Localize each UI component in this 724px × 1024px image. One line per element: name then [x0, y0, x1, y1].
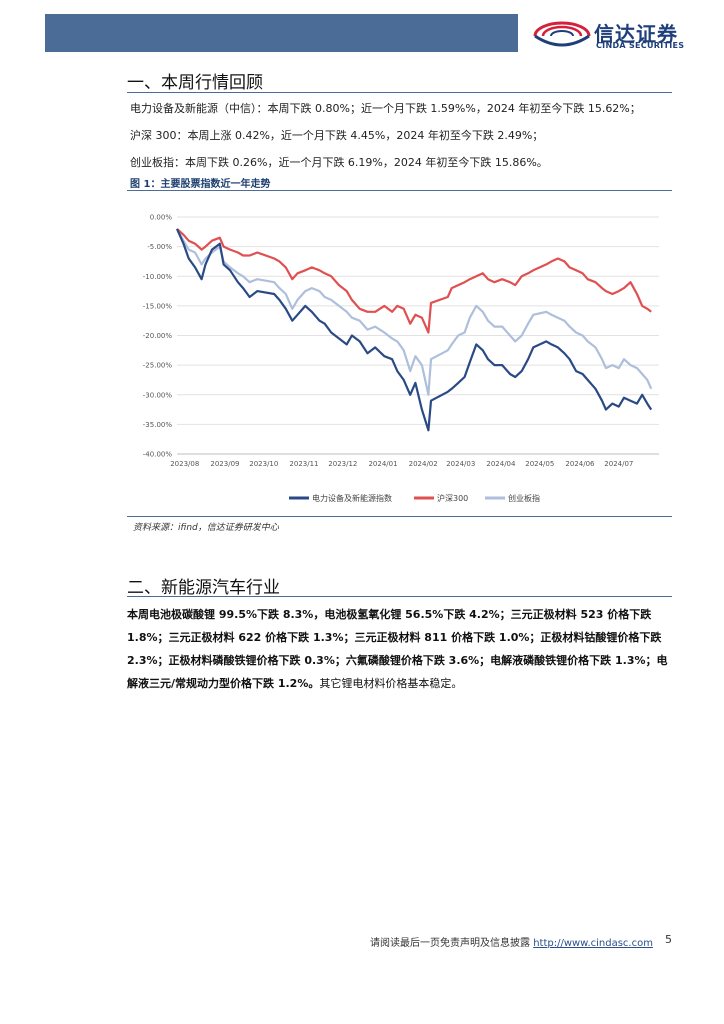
price-change-normal-text: 其它锂电材料价格基本稳定。 — [319, 677, 463, 690]
page-footer: 请阅读最后一页免责声明及信息披露 http://www.cindasc.com — [370, 934, 653, 949]
section-1-rule — [127, 92, 672, 93]
x-tick-label: 2024/07 — [604, 460, 633, 468]
y-tick-label: -30.00% — [143, 391, 173, 399]
logo-english-text: CINDA SECURITIES — [596, 41, 685, 50]
cinda-logo-icon — [532, 21, 592, 54]
x-tick-label: 2024/03 — [446, 460, 475, 468]
chart-svg: 0.00% -5.00% -10.00% -15.00% -20.00% -25.00% -… — [143, 214, 659, 503]
x-tick-label: 2023/12 — [328, 460, 357, 468]
summary-line-1: 电力设备及新能源（中信）：本周下跌 0.80%；近一个月下跌 1.59%%，20… — [130, 102, 641, 115]
chart-series — [175, 228, 653, 432]
legend-label: 沪深300 — [437, 493, 468, 503]
y-tick-label: -25.00% — [143, 362, 173, 370]
y-tick-label: -10.00% — [143, 273, 173, 281]
x-tick-label: 2024/02 — [409, 460, 438, 468]
x-axis-ticks: 2023/08 2023/09 2023/10 2023/11 2023/12 2024/… — [170, 460, 633, 468]
y-tick-label: -35.00% — [143, 421, 173, 429]
series-line-0 — [175, 228, 653, 432]
price-change-bold-text: 本周电池极碳酸锂 99.5%下跌 8.3%，电池极氢氧化锂 56.5%下跌 4.… — [127, 608, 668, 690]
legend-label: 创业板指 — [508, 493, 540, 503]
figure-source: 资料来源：ifind，信达证券研发中心 — [133, 523, 279, 533]
x-tick-label: 2024/05 — [525, 460, 554, 468]
x-tick-label: 2023/09 — [210, 460, 239, 468]
figure-title: 图 1：主要股票指数近一年走势 — [130, 179, 271, 190]
y-tick-label: -40.00% — [143, 451, 173, 459]
section-2-rule — [127, 596, 672, 597]
figure-bottom-rule — [127, 516, 672, 517]
section-2-paragraph: 本周电池极碳酸锂 99.5%下跌 8.3%，电池极氢氧化锂 56.5%下跌 4.… — [127, 603, 675, 695]
figure-top-rule — [127, 190, 672, 191]
brand-logo: 信达证券 CINDA SECURITIES — [532, 14, 712, 54]
summary-line-3: 创业板指：本周下跌 0.26%，近一个月下跌 6.19%，2024 年初至今下跌… — [130, 156, 548, 169]
chart-gridlines — [177, 216, 659, 455]
x-tick-label: 2023/08 — [170, 460, 199, 468]
series-line-1 — [176, 228, 652, 334]
x-tick-label: 2024/04 — [486, 460, 516, 468]
series-line-2 — [176, 228, 653, 396]
logo-chinese-text: 信达证券 — [594, 22, 678, 46]
y-tick-label: -5.00% — [147, 243, 172, 251]
page-number: 5 — [665, 933, 672, 946]
summary-line-2: 沪深 300：本周上涨 0.42%，近一个月下跌 4.45%，2024 年初至今… — [130, 129, 544, 142]
chart-legend: 电力设备及新能源指数 沪深300 创业板指 — [289, 493, 540, 503]
x-tick-label: 2024/06 — [565, 460, 595, 468]
x-tick-label: 2023/11 — [289, 460, 318, 468]
x-tick-label: 2024/01 — [368, 460, 397, 468]
header-bar — [45, 14, 518, 52]
footer-disclaimer: 请阅读最后一页免责声明及信息披露 — [370, 938, 530, 949]
y-axis-ticks: 0.00% -5.00% -10.00% -15.00% -20.00% -25.00% -… — [143, 214, 173, 459]
y-tick-label: 0.00% — [150, 214, 173, 222]
y-tick-label: -15.00% — [143, 302, 173, 310]
section-2-title: 二、新能源汽车行业 — [127, 578, 280, 598]
y-tick-label: -20.00% — [143, 332, 173, 340]
legend-label: 电力设备及新能源指数 — [312, 493, 392, 503]
section-1-title: 一、本周行情回顾 — [127, 73, 263, 93]
x-tick-label: 2023/10 — [249, 460, 278, 468]
footer-url-link[interactable]: http://www.cindasc.com — [533, 938, 653, 949]
index-trend-chart: 0.00% -5.00% -10.00% -15.00% -20.00% -25.00% -… — [127, 192, 672, 514]
